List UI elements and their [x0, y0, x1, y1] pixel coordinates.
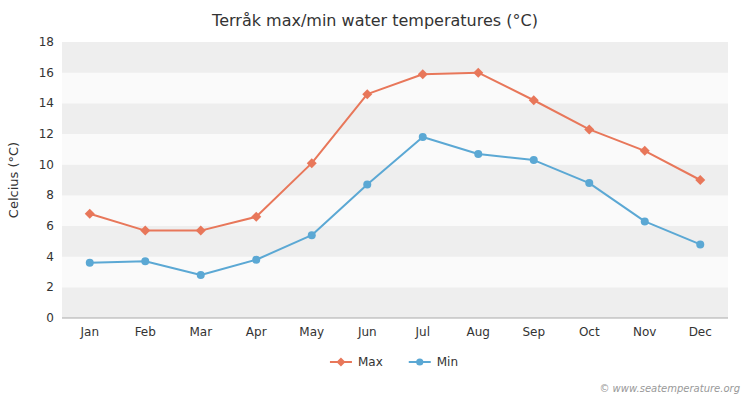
grid-band	[62, 165, 728, 196]
legend-marker	[336, 358, 345, 367]
point-marker	[141, 257, 149, 265]
x-tick-label: Jul	[415, 325, 430, 339]
point-marker	[308, 231, 316, 239]
point-marker	[530, 156, 538, 164]
point-marker	[85, 209, 95, 219]
point-marker	[196, 226, 206, 236]
legend: Max Min	[330, 355, 458, 369]
y-tick-label: 18	[39, 35, 54, 49]
y-tick-label: 8	[46, 188, 54, 202]
grid-band	[62, 287, 728, 318]
x-tick-label: Sep	[522, 325, 545, 339]
y-tick-label: 4	[46, 250, 54, 264]
y-tick-label: 2	[46, 280, 54, 294]
grid-band	[62, 103, 728, 134]
point-marker	[585, 179, 593, 187]
point-marker	[419, 133, 427, 141]
y-tick-label: 12	[39, 127, 54, 141]
y-tick-label: 6	[46, 219, 54, 233]
point-marker	[474, 150, 482, 158]
chart: 0 2 4 6 8 10 12 14 16 18 Jan Feb Mar Apr May Jun Jul Aug S…	[0, 0, 750, 400]
point-marker	[197, 271, 205, 279]
y-tick-label: 10	[39, 158, 54, 172]
point-marker	[362, 89, 372, 99]
point-marker	[140, 226, 150, 236]
point-marker	[640, 146, 650, 156]
x-tick-label: Dec	[689, 325, 712, 339]
data-area	[85, 68, 706, 279]
series-line	[90, 137, 701, 275]
series-line	[90, 73, 701, 231]
x-tick-label: Mar	[189, 325, 212, 339]
y-tick-label: 14	[39, 96, 54, 110]
point-marker	[252, 256, 260, 264]
x-tick-label: Feb	[135, 325, 156, 339]
title: Terråk max/min water temperatures (°C)	[211, 11, 538, 30]
y-tick-label: 0	[46, 311, 54, 325]
point-marker	[696, 240, 704, 248]
x-tick-label: May	[299, 325, 324, 339]
x-tick-label: Jan	[80, 325, 100, 339]
grid-band	[62, 257, 728, 288]
grid-band	[62, 42, 728, 73]
watermark: © www.seatemperature.org	[599, 383, 740, 394]
point-marker	[529, 95, 539, 105]
plot-background	[62, 42, 728, 318]
point-marker	[86, 259, 94, 267]
x-axis-line	[62, 318, 728, 319]
x-tick-label: Aug	[467, 325, 490, 339]
point-marker	[363, 181, 371, 189]
point-marker	[473, 68, 483, 78]
point-marker	[584, 124, 594, 134]
y-tick-label: 16	[39, 66, 54, 80]
grid	[62, 42, 728, 318]
x-tick-label: Oct	[579, 325, 600, 339]
point-marker	[418, 69, 428, 79]
legend-label: Min	[437, 355, 458, 369]
legend-label: Max	[358, 355, 383, 369]
point-marker	[641, 217, 649, 225]
grid-band	[62, 73, 728, 104]
y-axis-label: Celcius (°C)	[6, 142, 21, 218]
x-tick-label: Apr	[246, 325, 267, 339]
x-tick-label: Nov	[633, 325, 656, 339]
x-tick-label: Jun	[357, 325, 377, 339]
point-marker	[251, 212, 261, 222]
legend-marker	[416, 358, 423, 365]
point-marker	[695, 175, 705, 185]
point-marker	[307, 158, 317, 168]
